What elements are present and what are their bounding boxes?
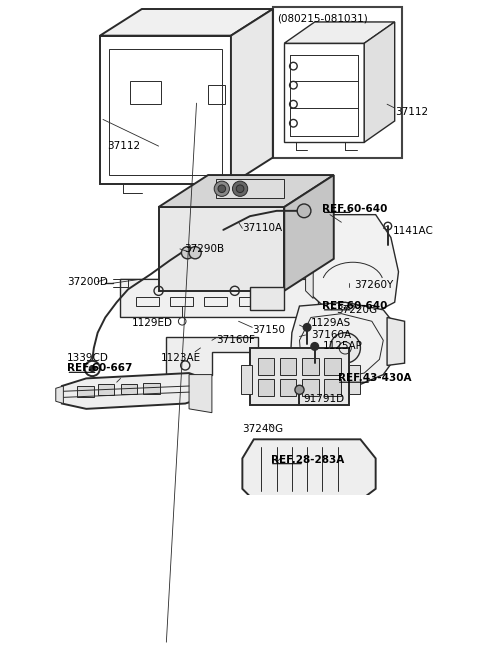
- Text: 37200D: 37200D: [67, 277, 108, 286]
- Polygon shape: [306, 214, 398, 312]
- Text: 1339CD: 1339CD: [67, 353, 109, 363]
- Polygon shape: [387, 318, 405, 365]
- Circle shape: [236, 185, 244, 192]
- Text: REF.43-430A: REF.43-430A: [337, 373, 411, 384]
- Text: 37160F: 37160F: [216, 335, 254, 345]
- Polygon shape: [284, 499, 330, 512]
- Bar: [144, 383, 160, 393]
- Bar: [280, 379, 297, 396]
- Polygon shape: [100, 36, 231, 184]
- Bar: [273, 8, 402, 157]
- Text: REF.60-640: REF.60-640: [323, 301, 388, 311]
- Text: 37240G: 37240G: [242, 424, 284, 434]
- Text: REF.60-667: REF.60-667: [67, 364, 132, 373]
- Polygon shape: [364, 22, 395, 143]
- Circle shape: [189, 247, 201, 259]
- Text: 91791D: 91791D: [303, 394, 345, 404]
- Polygon shape: [120, 245, 372, 318]
- Bar: [324, 358, 341, 375]
- Polygon shape: [231, 9, 273, 184]
- Circle shape: [89, 365, 96, 371]
- Polygon shape: [306, 230, 313, 299]
- Text: 37260Y: 37260Y: [354, 280, 394, 290]
- Circle shape: [232, 181, 248, 196]
- Text: 37220G: 37220G: [336, 305, 377, 315]
- Text: REF.28-283A: REF.28-283A: [271, 455, 344, 465]
- Bar: [250, 348, 349, 405]
- Bar: [258, 358, 275, 375]
- Bar: [302, 379, 319, 396]
- Text: 37150: 37150: [252, 325, 285, 336]
- Bar: [258, 379, 275, 396]
- Bar: [280, 358, 297, 375]
- Polygon shape: [100, 9, 273, 36]
- Polygon shape: [189, 375, 212, 413]
- Text: 1129AS: 1129AS: [311, 318, 351, 328]
- Text: 1129ED: 1129ED: [132, 318, 173, 328]
- Bar: [349, 365, 360, 393]
- Polygon shape: [158, 207, 284, 291]
- Polygon shape: [166, 336, 258, 375]
- Bar: [170, 297, 193, 306]
- Polygon shape: [62, 373, 204, 409]
- Text: REF.60-640: REF.60-640: [323, 203, 388, 214]
- Text: 37160A: 37160A: [311, 330, 351, 340]
- Text: 37112: 37112: [108, 141, 141, 151]
- Circle shape: [297, 204, 311, 218]
- Circle shape: [303, 323, 311, 331]
- Bar: [241, 365, 252, 393]
- Bar: [77, 386, 94, 397]
- Text: 37112: 37112: [395, 107, 428, 117]
- Polygon shape: [250, 287, 284, 310]
- Bar: [324, 379, 341, 396]
- Text: 37110A: 37110A: [242, 224, 283, 233]
- Polygon shape: [242, 439, 376, 500]
- Bar: [204, 297, 227, 306]
- Bar: [136, 297, 158, 306]
- Bar: [302, 358, 319, 375]
- Circle shape: [311, 343, 319, 350]
- Text: 1141AC: 1141AC: [393, 226, 433, 237]
- Polygon shape: [319, 245, 372, 318]
- Polygon shape: [284, 175, 334, 291]
- Bar: [120, 384, 137, 395]
- Text: 1125AP: 1125AP: [323, 341, 362, 351]
- Polygon shape: [284, 43, 364, 143]
- Circle shape: [330, 332, 360, 363]
- Polygon shape: [158, 175, 334, 207]
- Circle shape: [181, 247, 193, 259]
- Polygon shape: [284, 22, 395, 43]
- Polygon shape: [216, 179, 284, 198]
- Polygon shape: [56, 386, 63, 404]
- Text: 37290B: 37290B: [184, 244, 224, 254]
- Bar: [97, 384, 114, 395]
- Text: 1123AE: 1123AE: [161, 353, 201, 363]
- Circle shape: [218, 185, 226, 192]
- Circle shape: [295, 386, 304, 395]
- Text: (080215-081031): (080215-081031): [276, 13, 367, 23]
- Polygon shape: [290, 302, 398, 388]
- Bar: [239, 297, 262, 306]
- Circle shape: [214, 181, 229, 196]
